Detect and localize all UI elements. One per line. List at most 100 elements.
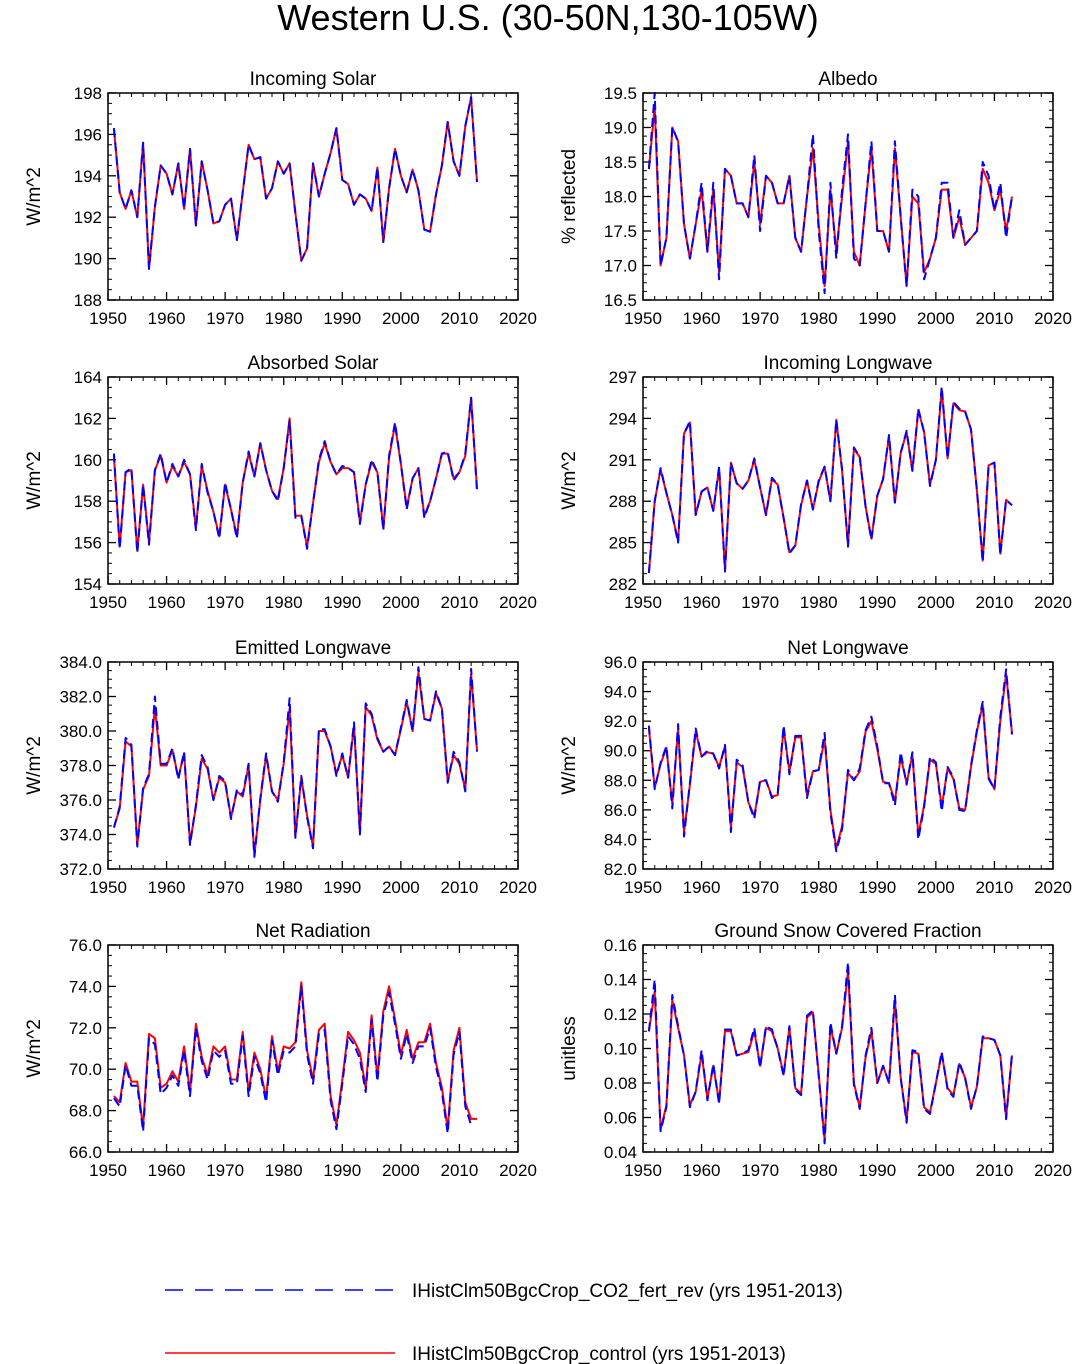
y-axis-label: W/m^2 <box>24 736 45 795</box>
y-tick-label: 285 <box>609 534 637 553</box>
y-axis-label: unitless <box>559 1016 580 1080</box>
x-tick-label: 1970 <box>206 593 244 612</box>
x-tick-label: 1980 <box>265 309 303 328</box>
y-tick-label: 164 <box>74 368 102 387</box>
x-tick-label: 1990 <box>323 1161 361 1180</box>
x-tick-label: 1980 <box>800 593 838 612</box>
y-tick-label: 380.0 <box>59 722 102 741</box>
y-tick-label: 17.5 <box>604 222 637 241</box>
series-line-co2-fert-rev <box>647 668 1013 853</box>
plot-frame <box>642 661 1054 870</box>
y-tick-label: 0.08 <box>604 1074 637 1093</box>
chart-panels: Incoming Solar 1950 1960 1970 1980 1990 2000 20… <box>24 69 1072 1180</box>
y-tick-label: 66.0 <box>69 1143 102 1162</box>
chart-panel: Incoming Longwave 1950 1960 1970 1980 1990 200… <box>559 353 1072 612</box>
x-tick-label: 1950 <box>624 309 662 328</box>
y-tick-label: 288 <box>609 492 637 511</box>
series-line-co2-fert-rev <box>112 96 478 270</box>
panel-title: Incoming Solar <box>250 69 377 90</box>
y-tick-label: 76.0 <box>69 936 102 955</box>
y-tick-label: 198 <box>74 84 102 103</box>
x-tick-label: 2000 <box>917 593 955 612</box>
x-tick-label: 1990 <box>323 309 361 328</box>
y-tick-label: 154 <box>74 575 102 594</box>
panel-title: Incoming Longwave <box>764 353 933 374</box>
legend-label-co2-fert-rev: IHistClm50BgcCrop_CO2_fert_rev (yrs 1951… <box>412 1281 843 1302</box>
y-tick-label: 192 <box>74 208 102 227</box>
y-tick-label: 0.04 <box>604 1143 637 1162</box>
x-tick-label: 2020 <box>499 593 537 612</box>
y-tick-label: 162 <box>74 409 102 428</box>
x-tick-label: 1980 <box>800 1161 838 1180</box>
x-tick-label: 1960 <box>148 878 186 897</box>
series-line-control <box>647 969 1013 1141</box>
x-tick-label: 1960 <box>148 593 186 612</box>
x-tick-label: 2020 <box>499 1161 537 1180</box>
x-tick-label: 1950 <box>624 1161 662 1180</box>
y-tick-label: 96.0 <box>604 653 637 672</box>
x-tick-label: 1990 <box>858 593 896 612</box>
y-tick-label: 82.0 <box>604 860 637 879</box>
x-tick-label: 1970 <box>741 1161 779 1180</box>
x-tick-label: 1960 <box>683 878 721 897</box>
panel-title: Albedo <box>818 69 877 90</box>
chart-panel: Incoming Solar 1950 1960 1970 1980 1990 2000 20… <box>24 69 537 328</box>
y-axis-label: W/m^2 <box>559 736 580 795</box>
x-tick-label: 2020 <box>1034 593 1072 612</box>
series-line-co2-fert-rev <box>112 666 478 858</box>
y-tick-label: 70.0 <box>69 1060 102 1079</box>
y-tick-label: 74.0 <box>69 977 102 996</box>
x-tick-label: 2010 <box>441 1161 479 1180</box>
x-tick-label: 2010 <box>441 878 479 897</box>
chart-panel: Emitted Longwave 1950 1960 1970 1980 1990 2000… <box>24 638 537 897</box>
y-tick-label: 92.0 <box>604 712 637 731</box>
x-tick-label: 2020 <box>499 309 537 328</box>
series-line-co2-fert-rev <box>647 385 1013 574</box>
x-tick-label: 2010 <box>976 878 1014 897</box>
chart-panel: Ground Snow Covered Fraction 1950 1960 1970… <box>559 921 1072 1180</box>
y-axis-label: % reflected <box>559 149 580 244</box>
x-tick-label: 1970 <box>206 309 244 328</box>
series-line-co2-fert-rev <box>113 985 473 1135</box>
y-tick-label: 0.10 <box>604 1040 637 1059</box>
y-tick-label: 378.0 <box>59 757 102 776</box>
y-tick-label: 291 <box>609 451 637 470</box>
y-tick-label: 282 <box>609 575 637 594</box>
plot-frame <box>107 944 519 1153</box>
y-tick-label: 0.16 <box>604 936 637 955</box>
x-tick-label: 2010 <box>976 1161 1014 1180</box>
y-tick-label: 384.0 <box>59 653 102 672</box>
x-tick-label: 1980 <box>265 1161 303 1180</box>
x-tick-label: 1960 <box>148 1161 186 1180</box>
plot-frame <box>107 92 519 301</box>
y-tick-label: 18.5 <box>604 153 637 172</box>
y-tick-label: 94.0 <box>604 683 637 702</box>
page-title: Western U.S. (30-50N,130-105W) <box>277 0 819 38</box>
plot-frame <box>642 92 1054 301</box>
x-tick-label: 1970 <box>741 878 779 897</box>
plot-frame <box>642 944 1054 1153</box>
y-tick-label: 68.0 <box>69 1102 102 1121</box>
x-tick-label: 1970 <box>741 309 779 328</box>
y-tick-label: 18.0 <box>604 188 637 207</box>
panel-title: Net Longwave <box>787 638 908 659</box>
x-tick-label: 1990 <box>858 309 896 328</box>
x-tick-label: 1980 <box>265 593 303 612</box>
x-tick-label: 2000 <box>382 593 420 612</box>
chart-panel: Net Longwave 1950 1960 1970 1980 1990 2000 2010… <box>559 638 1072 897</box>
x-tick-label: 1960 <box>683 309 721 328</box>
y-tick-label: 372.0 <box>59 860 102 879</box>
y-tick-label: 72.0 <box>69 1019 102 1038</box>
y-tick-label: 19.0 <box>604 119 637 138</box>
x-tick-label: 2010 <box>441 593 479 612</box>
y-tick-label: 19.5 <box>604 84 637 103</box>
y-tick-label: 294 <box>609 409 637 428</box>
x-tick-label: 2010 <box>976 309 1014 328</box>
y-tick-label: 376.0 <box>59 791 102 810</box>
y-axis-label: W/m^2 <box>24 451 45 510</box>
series-line-control <box>113 981 477 1131</box>
series-line-control <box>647 388 1013 574</box>
y-tick-label: 297 <box>609 368 637 387</box>
series-line-co2-fert-rev <box>112 396 478 554</box>
